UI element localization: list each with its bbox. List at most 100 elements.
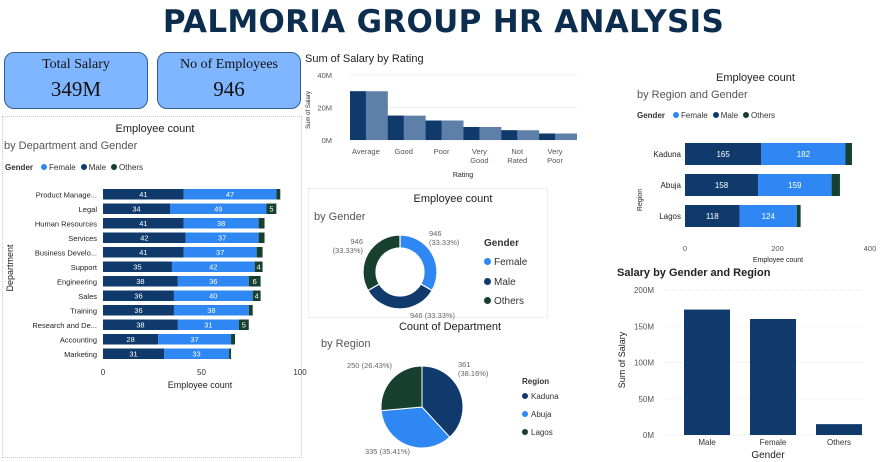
- dept-data-label: 36: [134, 292, 142, 301]
- dept-bar-male: [103, 319, 178, 330]
- salary-bar: [750, 319, 796, 435]
- dept-bar-others: [258, 218, 265, 229]
- pie-legend-item: Kaduna: [522, 392, 559, 401]
- dept-bar-male: [103, 218, 184, 229]
- legend-female: Female: [673, 111, 708, 120]
- dept-data-label: 38: [207, 306, 215, 315]
- region-category-label: Kaduna: [653, 150, 681, 159]
- dept-bar-male: [103, 348, 165, 359]
- region-x-tick: 0: [683, 244, 687, 253]
- dept-data-label: 41: [139, 190, 147, 199]
- salary-x-tick: Others: [827, 438, 851, 447]
- donut-legend-title: Gender: [484, 238, 520, 249]
- region-chart-title: Employee count: [716, 72, 795, 84]
- dept-bar-male: [103, 276, 178, 287]
- pie-slice-abuja: [380, 406, 451, 449]
- rating-chart-title: Sum of Salary by Rating: [305, 53, 424, 65]
- salary-y-tick: 0M: [643, 431, 654, 440]
- dept-x-tick: 100: [293, 368, 307, 377]
- rating-x-tick: Not Rated: [507, 147, 527, 165]
- dept-category-label: Business Develo...: [35, 249, 97, 258]
- region-xlabel: Employee count: [753, 257, 803, 264]
- dept-data-label: 36: [134, 306, 142, 315]
- dept-ylabel: Department: [5, 244, 15, 292]
- dept-data-label: 49: [214, 205, 222, 214]
- dept-bar-female: [164, 348, 230, 359]
- dept-bar-male: [103, 261, 172, 272]
- salary-y-tick: 100M: [634, 359, 654, 368]
- dept-data-label: 41: [139, 248, 147, 257]
- dept-data-label: 37: [218, 234, 226, 243]
- donut-legend-female: Female: [484, 257, 527, 268]
- dept-data-label: 31: [129, 350, 137, 359]
- rating-area: [350, 91, 577, 140]
- department-bar-chart: Product Manage... 41 47 Legal 34 49 5 Human Res…: [5, 189, 307, 390]
- pie-slice-lagos: [380, 365, 423, 412]
- dept-data-label: 33: [192, 350, 200, 359]
- dept-data-label: 31: [204, 321, 212, 330]
- donut-slice-male: [367, 283, 433, 310]
- region-bar-others: [796, 205, 801, 227]
- employee-count-card[interactable]: No of Employees 946: [157, 52, 301, 109]
- region-category-label: Abuja: [661, 181, 682, 190]
- dept-category-label: Support: [71, 263, 98, 272]
- dept-bar-others: [276, 189, 281, 200]
- region-data-label: 118: [706, 212, 719, 221]
- dept-chart-subtitle: by Department and Gender: [4, 140, 138, 152]
- dept-data-label: 42: [140, 234, 148, 243]
- donut-chart-subtitle: by Gender: [314, 211, 366, 223]
- dept-data-label: 38: [136, 321, 144, 330]
- rating-step: [463, 127, 480, 140]
- salary-bar: [684, 309, 730, 435]
- dept-bar-female: [183, 247, 257, 258]
- dept-bar-female: [173, 290, 253, 301]
- pie-legend-item: Abuja: [522, 410, 559, 419]
- region-x-tick: 200: [771, 244, 784, 253]
- pie-legend: Kaduna Abuja Lagos: [522, 392, 559, 446]
- dept-data-label: 35: [133, 263, 141, 272]
- salary-chart-title: Salary by Gender and Region: [617, 267, 771, 279]
- gender-donut-chart: 946 (33.33%) 946 (33.33%) 946 (33.33%): [333, 229, 460, 320]
- donut-panel[interactable]: [308, 188, 548, 318]
- dept-bar-female: [183, 189, 277, 200]
- region-bar-chart: Kaduna 165 182 Abuja 158 159 Lagos 118 124 0 200 40…: [637, 143, 877, 264]
- pie-legend-title: Region: [522, 377, 550, 386]
- pie-chart-title: Count of Department: [398, 321, 502, 333]
- legend-title: Gender: [637, 111, 666, 120]
- pie-chart-subtitle: by Region: [321, 338, 371, 350]
- rating-x-tick: Very Good: [470, 147, 488, 165]
- dept-category-label: Research and De...: [32, 321, 97, 330]
- rating-y-tick: 40M: [317, 71, 332, 80]
- rating-y-tick: 0M: [322, 136, 332, 145]
- rating-x-tick: Average: [352, 147, 380, 156]
- card-label: No of Employees: [180, 57, 278, 72]
- rating-xlabel: Rating: [453, 172, 473, 179]
- region-x-tick: 400: [864, 244, 877, 253]
- rating-ylabel: Sum of Salary: [306, 91, 312, 129]
- dept-data-label: 42: [209, 263, 217, 272]
- total-salary-card[interactable]: Total Salary 349M: [4, 52, 148, 109]
- dept-bar-male: [103, 305, 174, 316]
- dept-data-label: 6: [253, 277, 257, 286]
- dept-bar-others: [252, 290, 261, 301]
- dept-bar-female: [173, 305, 249, 316]
- dept-data-label: 38: [217, 219, 225, 228]
- dept-bar-others: [266, 203, 277, 214]
- donut-label-female: 946 (33.33%): [429, 229, 460, 247]
- region-bar-others: [831, 174, 840, 196]
- legend-title: Gender: [5, 163, 34, 172]
- donut-legend-others: Others: [484, 296, 524, 307]
- department-chart-panel[interactable]: [2, 116, 302, 458]
- salary-y-tick: 200M: [634, 286, 654, 295]
- pie-legend-item: Lagos: [522, 428, 559, 437]
- dept-category-label: Sales: [78, 292, 97, 301]
- rating-step: [539, 133, 556, 140]
- salary-ylabel: Sum of Salary: [617, 331, 627, 388]
- donut-slice-others: [362, 234, 401, 292]
- dept-bar-female: [171, 261, 255, 272]
- dept-category-label: Engineering: [57, 278, 97, 287]
- dept-x-tick: 0: [101, 368, 106, 377]
- pie-slice-kaduna: [421, 365, 464, 438]
- dept-bar-male: [103, 203, 170, 214]
- dept-bar-others: [231, 334, 235, 345]
